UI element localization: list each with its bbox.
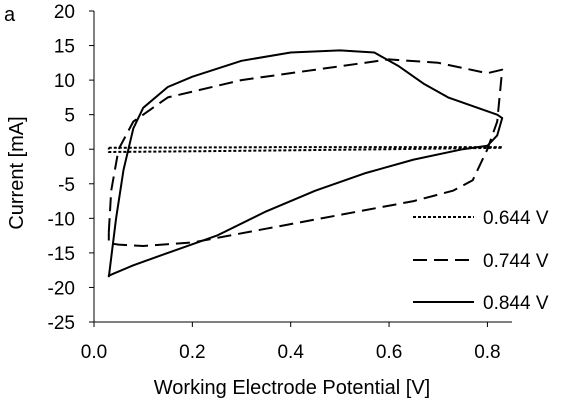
series-line-0-644-V	[107, 146, 504, 153]
y-tick-label: 20	[54, 2, 75, 23]
x-tick-label: 0.0	[81, 342, 107, 363]
legend-label: 0.744 V	[483, 251, 549, 272]
y-axis-ticks: -25 -20 -15 -10 -5 0 5 10 15 20	[48, 2, 94, 334]
y-tick-label: -10	[48, 209, 75, 230]
legend-label: 0.644 V	[483, 208, 549, 229]
y-tick-label: 10	[54, 71, 75, 92]
y-tick-label: -20	[48, 278, 75, 299]
x-tick-label: 0.4	[277, 342, 304, 363]
y-tick-label: -5	[58, 175, 75, 196]
series-layer	[107, 49, 504, 278]
y-axis-title: Current [mA]	[6, 116, 28, 229]
x-axis-title: Working Electrode Potential [V]	[154, 377, 430, 399]
x-tick-label: 0.6	[376, 342, 402, 363]
x-axis-ticks: 0.0 0.2 0.4 0.6 0.8	[81, 322, 501, 363]
y-tick-label: -25	[48, 313, 75, 334]
y-tick-label: 5	[64, 106, 75, 127]
legend-label: 0.844 V	[483, 293, 549, 314]
x-tick-label: 0.8	[474, 342, 500, 363]
y-tick-label: -15	[48, 244, 75, 265]
series-line-0-844-V	[107, 49, 504, 278]
legend: 0.644 V 0.744 V 0.844 V	[413, 208, 549, 314]
x-tick-label: 0.2	[179, 342, 205, 363]
y-tick-label: 15	[54, 37, 75, 58]
series-line-0-744-V	[107, 58, 504, 247]
y-tick-label: 0	[64, 140, 75, 161]
panel-label: a	[4, 4, 16, 26]
